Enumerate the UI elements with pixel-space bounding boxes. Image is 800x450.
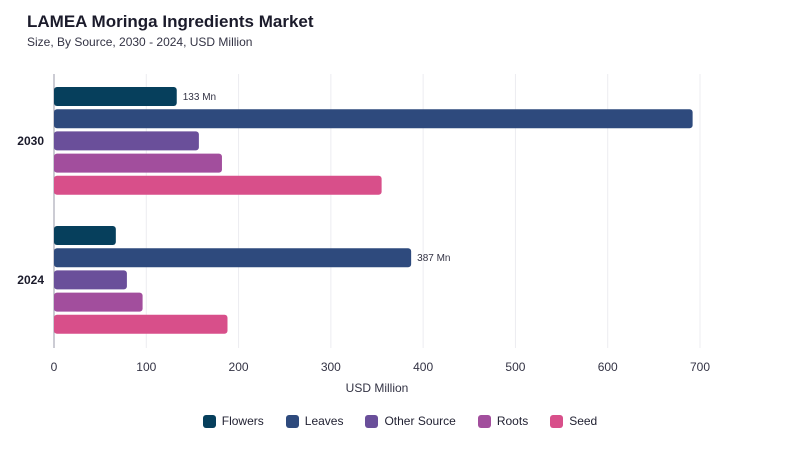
bar-flowers-2030 <box>54 87 177 106</box>
x-tick-label: 0 <box>51 360 58 374</box>
category-label-2024: 2024 <box>17 273 44 287</box>
legend-label: Other Source <box>384 414 456 428</box>
legend-swatch <box>550 414 564 428</box>
legend-item-leaves[interactable]: Leaves <box>285 414 344 428</box>
legend-item-other-source[interactable]: Other Source <box>365 414 456 428</box>
bar-flowers-2024 <box>54 226 116 245</box>
bar-seed-2024 <box>54 314 228 334</box>
legend-swatch <box>285 414 299 428</box>
bar-leaves-2030 <box>54 109 693 129</box>
bar-roots-2024 <box>54 292 143 312</box>
legend-swatch <box>202 414 216 428</box>
legend-swatch <box>477 414 491 428</box>
legend-item-flowers[interactable]: Flowers <box>202 414 264 428</box>
x-tick-label: 200 <box>229 360 249 374</box>
chart-legend: Flowers Leaves Other Source Roots Seed <box>0 414 800 428</box>
x-tick-label: 500 <box>505 360 525 374</box>
category-label-2030: 2030 <box>17 134 44 148</box>
legend-swatch <box>365 414 379 428</box>
bar-other-source-2030 <box>54 131 199 151</box>
legend-item-roots[interactable]: Roots <box>477 414 529 428</box>
x-tick-label: 700 <box>690 360 710 374</box>
legend-label: Roots <box>496 414 529 428</box>
bar-seed-2030 <box>54 175 382 195</box>
x-axis-label: USD Million <box>346 381 409 395</box>
data-label: 133 Mn <box>183 92 216 103</box>
chart-subtitle: Size, By Source, 2030 - 2024, USD Millio… <box>27 35 253 49</box>
legend-label: Seed <box>569 414 598 428</box>
bar-roots-2030 <box>54 153 222 173</box>
data-label: 387 Mn <box>417 253 450 264</box>
bar-leaves-2024 <box>54 248 412 268</box>
legend-label: Leaves <box>304 414 344 428</box>
legend-item-seed[interactable]: Seed <box>550 414 597 428</box>
legend-label: Flowers <box>221 414 264 428</box>
chart-title: LAMEA Moringa Ingredients Market <box>27 12 314 31</box>
bar-other-source-2024 <box>54 270 127 290</box>
x-tick-label: 100 <box>136 360 156 374</box>
x-tick-label: 400 <box>413 360 433 374</box>
x-tick-label: 600 <box>598 360 618 374</box>
x-tick-label: 300 <box>321 360 341 374</box>
